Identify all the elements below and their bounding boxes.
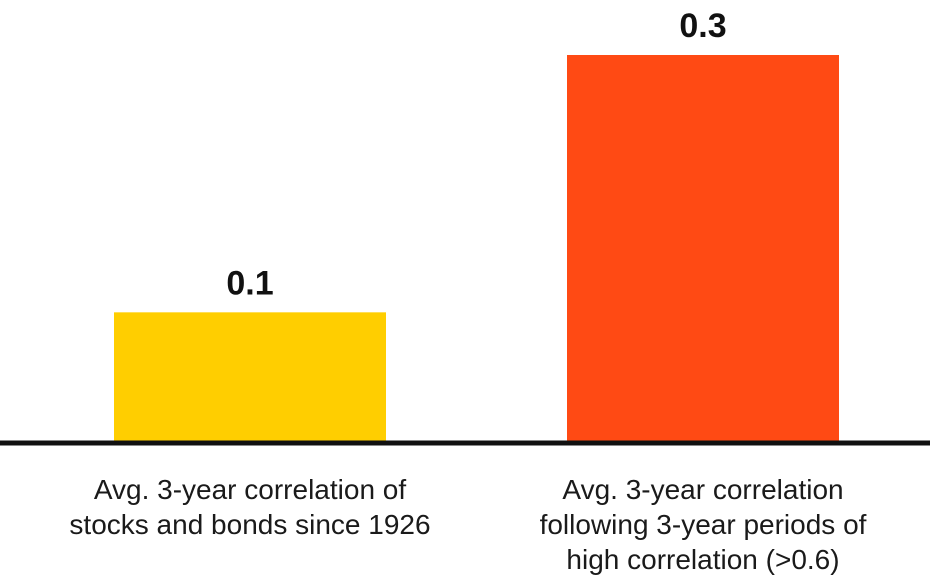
data-label-2: 0.3 (679, 7, 726, 45)
bar-2 (567, 55, 839, 441)
category-label-2-line-3: high correlation (>0.6) (566, 544, 839, 575)
bars-layer (114, 55, 839, 441)
data-label-1: 0.1 (226, 264, 273, 302)
bar-1 (114, 312, 386, 441)
category-label-2-line-2: following 3-year periods of (540, 509, 867, 540)
labels-layer: 0.1 Avg. 3-year correlation of stocks and … (69, 7, 866, 575)
category-label-1-line-2: stocks and bonds since 1926 (69, 509, 430, 540)
category-label-2-line-1: Avg. 3-year correlation (562, 474, 843, 505)
category-label-1-line-1: Avg. 3-year correlation of (94, 474, 407, 505)
